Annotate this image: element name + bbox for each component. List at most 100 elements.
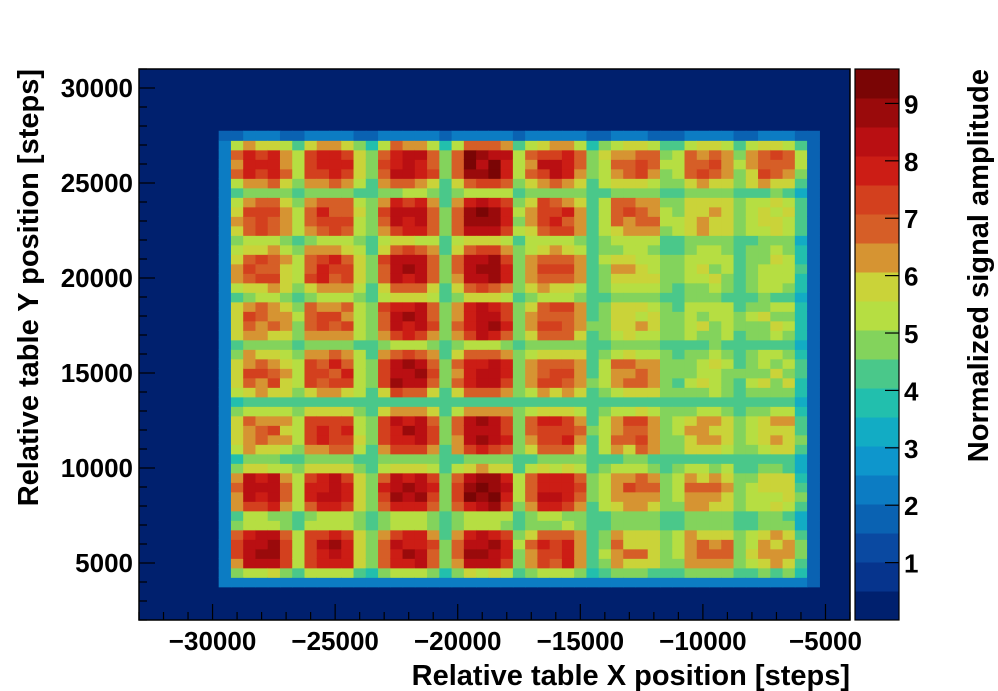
heatmap-cell xyxy=(586,377,600,388)
heatmap-cell xyxy=(512,273,526,284)
heatmap-cell xyxy=(230,520,244,531)
heatmap-cell xyxy=(696,206,710,217)
heatmap-cell xyxy=(794,320,808,331)
heatmap-cell xyxy=(329,225,342,236)
heatmap-cell xyxy=(623,282,637,293)
heatmap-cell xyxy=(414,206,428,217)
heatmap-cell xyxy=(365,539,379,550)
heatmap-cell xyxy=(500,282,514,293)
heatmap-cell xyxy=(647,396,661,407)
heatmap-cell xyxy=(733,577,747,588)
heatmap-cell xyxy=(647,159,661,170)
heatmap-cell xyxy=(267,206,281,217)
heatmap-cell xyxy=(635,577,649,588)
heatmap-cell xyxy=(549,387,563,398)
heatmap-cell xyxy=(696,244,710,255)
heatmap-cell xyxy=(341,453,355,464)
heatmap-cell xyxy=(304,377,318,388)
heatmap-cell xyxy=(378,263,391,274)
heatmap-cell xyxy=(525,520,539,531)
heatmap-cell xyxy=(304,320,318,331)
heatmap-cell xyxy=(745,292,759,303)
heatmap-cell xyxy=(218,472,232,483)
heatmap-cell xyxy=(721,330,735,341)
heatmap-cell xyxy=(279,187,293,198)
heatmap-cell xyxy=(230,577,244,588)
heatmap-cell xyxy=(329,463,342,474)
heatmap-cell xyxy=(439,282,453,293)
heatmap-cell xyxy=(635,292,649,303)
heatmap-cell xyxy=(610,187,624,198)
heatmap-cell xyxy=(341,130,355,141)
heatmap-cell xyxy=(635,377,649,388)
heatmap-cell xyxy=(329,567,342,578)
heatmap-cell xyxy=(463,444,477,455)
heatmap-cell xyxy=(500,558,514,569)
heatmap-cell xyxy=(770,539,784,550)
heatmap-cell xyxy=(218,368,232,379)
heatmap-cell xyxy=(390,425,404,436)
heatmap-cell xyxy=(365,225,379,236)
heatmap-cell xyxy=(304,178,318,189)
heatmap-cell xyxy=(341,140,355,151)
heatmap-cell xyxy=(365,263,379,274)
heatmap-cell xyxy=(230,406,244,417)
heatmap-cell xyxy=(635,558,649,569)
heatmap-cell xyxy=(574,510,588,521)
heatmap-cell xyxy=(782,396,796,407)
heatmap-cell xyxy=(623,567,637,578)
heatmap-cell xyxy=(610,140,624,151)
heatmap-cell xyxy=(230,482,244,493)
heatmap-cell xyxy=(439,178,453,189)
heatmap-cell xyxy=(794,577,808,588)
heatmap-cell xyxy=(684,273,698,284)
heatmap-cell xyxy=(561,197,575,208)
heatmap-cell xyxy=(684,263,698,274)
heatmap-cell xyxy=(610,482,624,493)
heatmap-cell xyxy=(402,472,416,483)
heatmap-cell xyxy=(782,510,796,521)
heatmap-cell xyxy=(549,301,563,312)
heatmap-cell xyxy=(476,548,489,559)
heatmap-cell xyxy=(488,168,502,179)
heatmap-cell xyxy=(610,282,624,293)
heatmap-cell xyxy=(230,140,244,151)
heatmap-cell xyxy=(230,377,244,388)
heatmap-cell xyxy=(488,244,502,255)
heatmap-cell xyxy=(255,529,269,540)
heatmap-cell xyxy=(610,235,624,246)
heatmap-cell xyxy=(733,444,747,455)
heatmap-cell xyxy=(255,520,269,531)
heatmap-cell xyxy=(733,244,747,255)
heatmap-cell xyxy=(451,273,465,284)
heatmap-cell xyxy=(672,406,686,417)
heatmap-cell xyxy=(733,216,747,227)
heatmap-cell xyxy=(218,244,232,255)
heatmap-cell xyxy=(770,368,784,379)
heatmap-cell xyxy=(782,197,796,208)
heatmap-cell xyxy=(537,263,551,274)
heatmap-cell xyxy=(549,434,563,445)
heatmap-cell xyxy=(292,197,306,208)
heatmap-cell xyxy=(659,558,673,569)
heatmap-cell xyxy=(488,330,502,341)
heatmap-cell xyxy=(794,368,808,379)
heatmap-cell xyxy=(329,216,342,227)
heatmap-cell xyxy=(329,415,342,426)
heatmap-cell xyxy=(598,225,612,236)
heatmap-cell xyxy=(586,358,600,369)
heatmap-cell xyxy=(304,206,318,217)
heatmap-cell xyxy=(218,396,232,407)
heatmap-cell xyxy=(525,254,539,265)
heatmap-cell xyxy=(488,225,502,236)
heatmap-cell xyxy=(365,368,379,379)
heatmap-cell xyxy=(476,472,489,483)
heatmap-cell xyxy=(709,387,722,398)
heatmap-cell xyxy=(512,510,526,521)
x-tick-label: −30000 xyxy=(169,626,256,656)
heatmap-cell xyxy=(807,396,820,407)
heatmap-cell xyxy=(549,567,563,578)
heatmap-cell xyxy=(623,178,637,189)
heatmap-cell xyxy=(758,311,771,322)
heatmap-cell xyxy=(586,282,600,293)
